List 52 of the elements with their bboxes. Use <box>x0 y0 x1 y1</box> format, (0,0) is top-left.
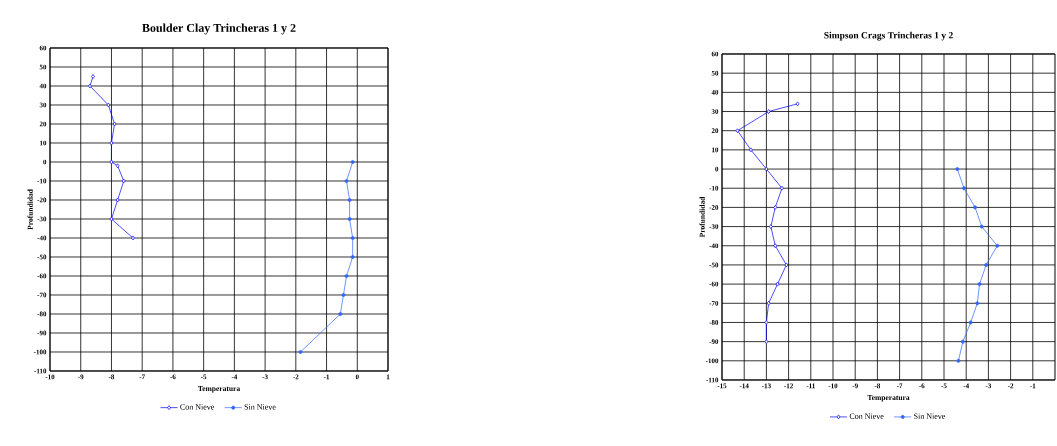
point <box>350 236 355 240</box>
point <box>115 197 120 203</box>
legend-label: Con Nieve <box>180 404 215 410</box>
point <box>106 102 111 108</box>
point <box>112 121 117 127</box>
point <box>775 281 780 287</box>
point <box>91 74 95 79</box>
point <box>984 262 989 267</box>
point <box>766 109 771 114</box>
point <box>338 312 343 316</box>
point <box>347 198 352 202</box>
point <box>350 255 355 259</box>
point <box>960 339 965 344</box>
point <box>131 235 135 241</box>
point <box>341 293 346 297</box>
chart-title: Boulder Clay Trincheras 1 y 2 <box>142 23 296 35</box>
point <box>977 282 982 287</box>
point <box>344 274 349 278</box>
point <box>115 163 120 169</box>
point <box>768 224 773 229</box>
point <box>350 160 355 164</box>
point <box>298 350 303 354</box>
point <box>962 186 966 191</box>
point <box>795 101 800 107</box>
point <box>764 166 769 172</box>
point <box>979 224 984 229</box>
point <box>109 140 114 146</box>
point <box>764 339 769 344</box>
point <box>968 320 973 325</box>
point <box>995 243 1000 248</box>
point <box>973 205 978 210</box>
legend-label: Sin Nieve <box>914 413 946 419</box>
point <box>121 178 126 184</box>
point <box>347 217 352 221</box>
point <box>109 159 114 165</box>
point <box>764 320 769 325</box>
point <box>956 358 961 363</box>
point <box>88 83 92 89</box>
point <box>766 300 771 306</box>
legend-label: Sin Nieve <box>244 404 276 410</box>
point <box>784 262 789 268</box>
chart-title: Simpson Crags Trincheras 1 y 2 <box>824 31 953 41</box>
legend-label: Con Nieve <box>849 413 884 419</box>
point <box>749 147 753 153</box>
point <box>735 128 740 134</box>
point <box>975 301 980 306</box>
point <box>955 167 960 171</box>
point <box>780 185 784 191</box>
point <box>773 205 778 210</box>
point <box>109 216 114 222</box>
point <box>773 243 778 249</box>
point <box>344 179 349 183</box>
